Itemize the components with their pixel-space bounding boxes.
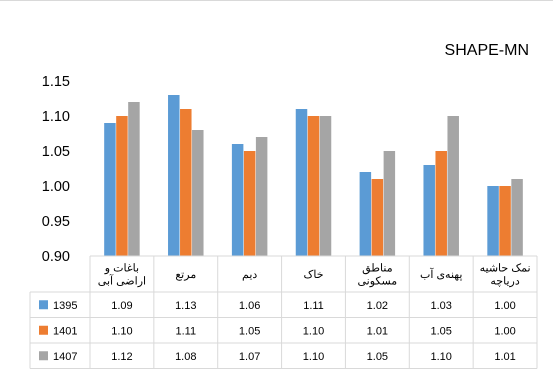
legend-key-1395 bbox=[39, 300, 48, 310]
bar-1401-2 bbox=[243, 151, 256, 256]
bar-1401-6 bbox=[499, 186, 511, 256]
y-tick-label: 1.15 bbox=[42, 74, 70, 90]
data-label-1401-4: 1.01 bbox=[367, 325, 388, 337]
data-label-1407-5: 1.10 bbox=[431, 351, 452, 363]
bar-1395-1 bbox=[168, 95, 180, 256]
bar-1401-4 bbox=[371, 179, 384, 256]
legend-label-1395: 1395 bbox=[53, 300, 77, 312]
data-label-1401-1: 1.11 bbox=[175, 325, 196, 337]
data-label-1401-2: 1.05 bbox=[239, 325, 260, 337]
bar-1395-6 bbox=[487, 186, 499, 256]
chart-title: SHAPE-MN bbox=[444, 42, 529, 59]
bar-1407-0 bbox=[128, 102, 140, 256]
data-label-1407-3: 1.10 bbox=[303, 351, 324, 363]
bar-1401-5 bbox=[435, 151, 447, 256]
category-label: مناطق مسکونی bbox=[358, 263, 398, 288]
bar-1407-5 bbox=[447, 116, 459, 256]
data-label-1401-3: 1.10 bbox=[303, 325, 324, 337]
y-tick-label: 0.90 bbox=[42, 249, 70, 265]
legend-key-1407 bbox=[39, 351, 48, 361]
data-label-1395-2: 1.06 bbox=[239, 300, 260, 312]
data-label-1407-1: 1.08 bbox=[175, 351, 196, 363]
legend-label-1407: 1407 bbox=[53, 351, 77, 363]
data-label-1401-0: 1.10 bbox=[111, 325, 132, 337]
category-label: باغات و اراضی آبی bbox=[98, 263, 146, 288]
data-label-1407-6: 1.01 bbox=[494, 351, 515, 363]
bar-1401-0 bbox=[116, 116, 128, 256]
category-label: پهنه‌ی آب bbox=[420, 268, 462, 281]
y-tick-label: 1.00 bbox=[42, 179, 70, 195]
data-label-1395-0: 1.09 bbox=[111, 300, 132, 312]
bar-1407-1 bbox=[192, 130, 204, 256]
bar-1395-5 bbox=[423, 165, 435, 256]
bar-1407-3 bbox=[319, 116, 332, 256]
category-label: دیم bbox=[242, 269, 257, 281]
data-label-1401-6: 1.00 bbox=[494, 325, 515, 337]
top-border bbox=[0, 0, 553, 1]
y-tick-label: 1.10 bbox=[42, 109, 70, 125]
data-label-1407-0: 1.12 bbox=[111, 351, 132, 363]
category-label: خاک bbox=[304, 269, 324, 281]
y-tick-label: 1.05 bbox=[42, 144, 70, 160]
data-label-1407-2: 1.07 bbox=[239, 351, 260, 363]
category-label: مرتع bbox=[175, 269, 196, 281]
category-label: نمک حاشیه دریاچه bbox=[480, 263, 531, 288]
bar-1395-2 bbox=[231, 144, 244, 256]
legend-key-1401 bbox=[39, 325, 48, 335]
bar-1407-6 bbox=[511, 179, 523, 256]
data-label-1395-1: 1.13 bbox=[175, 300, 196, 312]
data-label-1395-3: 1.11 bbox=[303, 300, 324, 312]
bar-1395-0 bbox=[104, 123, 116, 256]
bar-1395-4 bbox=[359, 172, 372, 256]
bar-1407-4 bbox=[383, 151, 396, 256]
data-label-1401-5: 1.05 bbox=[431, 325, 452, 337]
legend-label-1401: 1401 bbox=[53, 325, 77, 337]
data-label-1407-4: 1.05 bbox=[367, 351, 388, 363]
data-label-1395-6: 1.00 bbox=[494, 300, 515, 312]
data-label-1395-5: 1.03 bbox=[431, 300, 452, 312]
bar-1407-2 bbox=[255, 137, 268, 256]
y-tick-label: 0.95 bbox=[42, 214, 70, 230]
bar-1401-1 bbox=[180, 109, 192, 256]
data-label-1395-4: 1.02 bbox=[367, 300, 388, 312]
bar-1395-3 bbox=[295, 109, 308, 256]
bar-1401-3 bbox=[307, 116, 320, 256]
